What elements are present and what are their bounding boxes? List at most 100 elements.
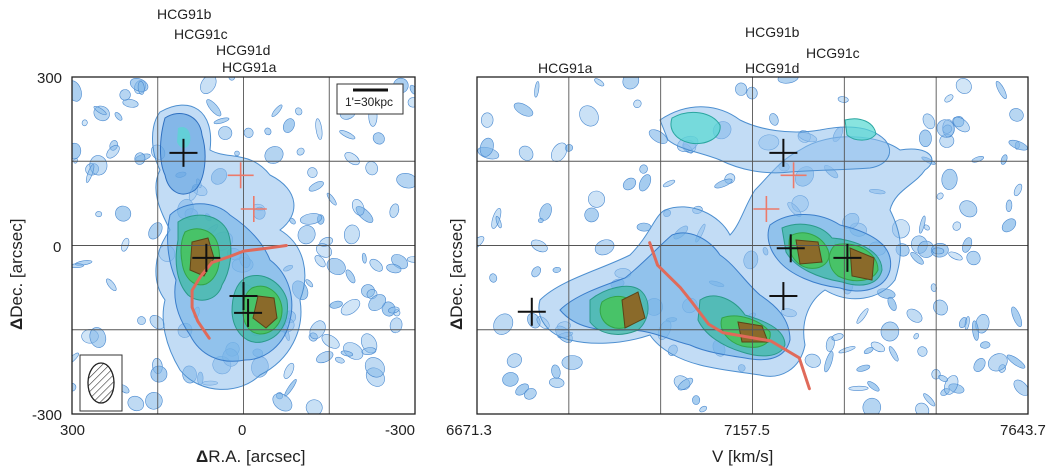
left-noise-blob bbox=[295, 107, 303, 116]
left-noise-blob bbox=[114, 112, 123, 121]
right-noise-blob bbox=[966, 250, 981, 266]
right-noise-blob bbox=[862, 397, 882, 414]
left-noise-blob bbox=[344, 152, 360, 166]
right-label-hcg91d: HCG91d bbox=[745, 60, 799, 76]
left-ytick-neg300: -300 bbox=[32, 407, 62, 424]
left-noise-blob bbox=[89, 327, 107, 348]
right-noise-blob bbox=[932, 247, 945, 255]
right-noise-blob bbox=[918, 129, 932, 147]
left-cyan-patch bbox=[177, 126, 191, 148]
left-noise-blob bbox=[95, 211, 103, 218]
right-noise-blob bbox=[952, 116, 970, 133]
left-noise-blob bbox=[365, 161, 379, 176]
right-noise-blob bbox=[824, 351, 834, 373]
extra-marker bbox=[780, 162, 807, 189]
right-xtick-mid: 7157.5 bbox=[724, 422, 770, 439]
right-noise-blob bbox=[735, 82, 748, 96]
right-noise-blob bbox=[923, 393, 936, 407]
right-core-4 bbox=[849, 247, 875, 281]
left-noise-blob bbox=[364, 357, 385, 378]
right-noise-blob bbox=[944, 94, 954, 103]
left-noise-blob bbox=[137, 316, 146, 325]
right-label-hcg91c: HCG91c bbox=[806, 45, 860, 61]
right-noise-blob bbox=[870, 341, 885, 353]
left-noise-blob bbox=[243, 127, 254, 138]
left-noise-blob bbox=[345, 269, 356, 284]
left-noise-blob bbox=[137, 81, 145, 95]
left-noise-blob bbox=[326, 257, 346, 276]
left-noise-blob bbox=[200, 77, 217, 94]
right-noise-blob bbox=[910, 252, 924, 265]
right-noise-blob bbox=[880, 321, 900, 342]
left-noise-blob bbox=[119, 89, 131, 101]
left-xtick-0: 0 bbox=[238, 422, 246, 439]
right-noise-blob bbox=[936, 192, 944, 200]
left-noise-blob bbox=[89, 155, 108, 176]
extra-marker bbox=[753, 195, 780, 222]
left-noise-blob bbox=[271, 104, 283, 118]
right-noise-blob bbox=[980, 341, 991, 349]
left-xtick-300: 300 bbox=[60, 422, 85, 439]
left-noise-blob bbox=[282, 118, 295, 133]
right-noise-blob bbox=[549, 377, 565, 388]
right-noise-blob bbox=[955, 78, 972, 94]
right-ylabel: ΔDec. [arcsec] bbox=[447, 219, 466, 330]
right-noise-blob bbox=[1009, 108, 1024, 122]
right-tail-path bbox=[648, 241, 811, 391]
left-noise-blob bbox=[361, 347, 377, 355]
right-noise-blob bbox=[594, 78, 605, 87]
right-noise-blob bbox=[480, 112, 494, 128]
right-noise-blob bbox=[971, 320, 980, 341]
right-label-hcg91b: HCG91b bbox=[745, 24, 800, 40]
right-frame bbox=[476, 76, 1029, 415]
right-noise-blob bbox=[837, 96, 849, 103]
left-noise-blob bbox=[334, 356, 345, 364]
left-core-c bbox=[252, 295, 278, 329]
left-noise-blob bbox=[369, 258, 383, 272]
right-noise-blob bbox=[594, 239, 615, 256]
right-noise-blob bbox=[513, 102, 534, 117]
left-noise-blob bbox=[386, 263, 402, 274]
right-noise-blob bbox=[856, 364, 871, 372]
extra-marker bbox=[227, 162, 254, 189]
left-noise-blob bbox=[284, 379, 297, 397]
right-noise-blob bbox=[913, 333, 919, 340]
hcg91c-marker bbox=[833, 243, 862, 272]
left-noise-blob bbox=[307, 167, 318, 178]
left-noise-blob bbox=[372, 132, 385, 145]
left-noise-blob bbox=[93, 106, 107, 116]
left-ytick-300: 300 bbox=[37, 70, 62, 87]
right-noise-blob bbox=[941, 168, 958, 190]
right-noise-blob bbox=[495, 215, 502, 229]
right-noise-blob bbox=[662, 179, 676, 188]
right-noise-blob bbox=[987, 353, 1008, 372]
right-core-1 bbox=[621, 291, 646, 329]
right-noise-blob bbox=[579, 105, 599, 127]
left-ylabel: ΔDec. [arcsec] bbox=[7, 219, 26, 330]
right-noise-blob bbox=[587, 190, 606, 208]
left-galaxy-markers bbox=[169, 138, 267, 327]
right-noise-blob bbox=[638, 174, 652, 192]
left-noise-blob bbox=[74, 260, 93, 266]
left-noise-blob bbox=[308, 181, 324, 192]
right-noise-blob bbox=[1001, 218, 1017, 233]
left-noise-blob bbox=[72, 383, 77, 392]
left-noise-blob bbox=[321, 334, 340, 349]
left-noise-blob bbox=[81, 119, 88, 127]
right-noise-blob bbox=[489, 273, 498, 283]
right-noise-blob bbox=[933, 299, 948, 316]
right-noise-blob bbox=[1013, 379, 1028, 396]
right-noise-blob bbox=[622, 77, 640, 90]
left-noise-blob bbox=[299, 213, 323, 225]
left-noise-blob bbox=[264, 146, 284, 164]
right-xtick-min: 6671.3 bbox=[446, 422, 492, 439]
left-noise-blob bbox=[297, 225, 316, 245]
left-noise-blob bbox=[326, 192, 337, 206]
right-noise-blob bbox=[1008, 139, 1028, 151]
right-noise-blob bbox=[699, 405, 708, 413]
right-noise-blob bbox=[769, 113, 779, 126]
left-noise-blob bbox=[106, 144, 120, 159]
left-noise-blob bbox=[121, 237, 130, 252]
right-upper-cyan bbox=[670, 111, 877, 145]
right-noise-blob bbox=[538, 218, 544, 223]
